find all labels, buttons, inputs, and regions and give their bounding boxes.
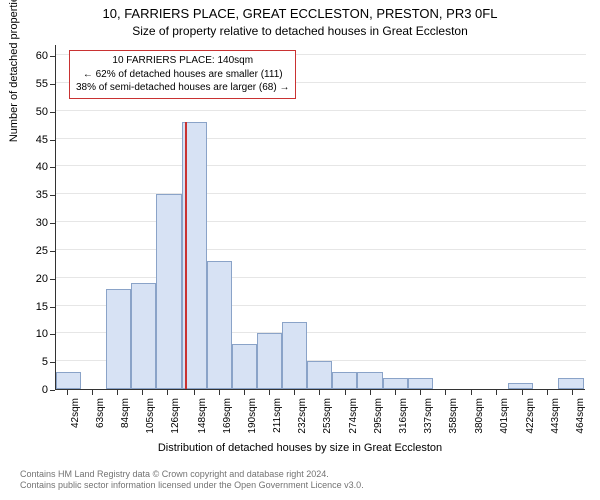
ytick-mark xyxy=(50,84,55,85)
xtick-mark xyxy=(395,390,396,395)
xtick-mark xyxy=(522,390,523,395)
xtick-label: 464sqm xyxy=(575,398,586,448)
histogram-bar xyxy=(207,261,232,389)
xtick-label: 274sqm xyxy=(348,398,359,448)
ytick-mark xyxy=(50,251,55,252)
histogram-bar xyxy=(232,344,257,389)
y-axis-label: Number of detached properties xyxy=(8,0,20,142)
xtick-mark xyxy=(117,390,118,395)
histogram-bar xyxy=(282,322,307,389)
xtick-mark xyxy=(244,390,245,395)
xtick-mark xyxy=(92,390,93,395)
ytick-mark xyxy=(50,167,55,168)
ytick-label: 25 xyxy=(8,245,48,257)
histogram-bar xyxy=(156,194,181,389)
xtick-mark xyxy=(496,390,497,395)
xtick-mark xyxy=(445,390,446,395)
xtick-label: 63sqm xyxy=(95,398,106,448)
ytick-label: 0 xyxy=(8,384,48,396)
histogram-bar xyxy=(56,372,81,389)
xtick-mark xyxy=(219,390,220,395)
ytick-label: 15 xyxy=(8,301,48,313)
footer-line-2: Contains public sector information licen… xyxy=(20,480,364,492)
ytick-label: 35 xyxy=(8,189,48,201)
annotation-line-2: ← 62% of detached houses are smaller (11… xyxy=(76,68,289,82)
ytick-mark xyxy=(50,56,55,57)
xtick-mark xyxy=(269,390,270,395)
xtick-mark xyxy=(294,390,295,395)
xtick-label: 422sqm xyxy=(525,398,536,448)
xtick-label: 295sqm xyxy=(373,398,384,448)
histogram-bar xyxy=(408,378,433,389)
ytick-label: 60 xyxy=(8,50,48,62)
footer-attribution: Contains HM Land Registry data © Crown c… xyxy=(20,469,364,492)
ytick-label: 50 xyxy=(8,106,48,118)
histogram-bar xyxy=(131,283,156,389)
ytick-label: 40 xyxy=(8,161,48,173)
xtick-label: 316sqm xyxy=(398,398,409,448)
xtick-label: 190sqm xyxy=(247,398,258,448)
histogram-bar xyxy=(383,378,408,389)
property-marker-line xyxy=(185,122,187,389)
xtick-mark xyxy=(420,390,421,395)
xtick-mark xyxy=(194,390,195,395)
chart-container: 10, FARRIERS PLACE, GREAT ECCLESTON, PRE… xyxy=(0,0,600,500)
ytick-mark xyxy=(50,362,55,363)
xtick-label: 358sqm xyxy=(448,398,459,448)
histogram-bar xyxy=(257,333,282,389)
xtick-mark xyxy=(319,390,320,395)
chart-title: 10, FARRIERS PLACE, GREAT ECCLESTON, PRE… xyxy=(0,6,600,21)
histogram-bar xyxy=(508,383,533,389)
xtick-mark xyxy=(67,390,68,395)
xtick-label: 380sqm xyxy=(474,398,485,448)
xtick-label: 169sqm xyxy=(222,398,233,448)
annotation-box: 10 FARRIERS PLACE: 140sqm← 62% of detach… xyxy=(69,50,296,99)
xtick-mark xyxy=(167,390,168,395)
ytick-label: 5 xyxy=(8,356,48,368)
xtick-label: 232sqm xyxy=(297,398,308,448)
ytick-label: 20 xyxy=(8,273,48,285)
ytick-mark xyxy=(50,195,55,196)
xtick-mark xyxy=(471,390,472,395)
chart-subtitle: Size of property relative to detached ho… xyxy=(0,24,600,38)
ytick-mark xyxy=(50,307,55,308)
ytick-label: 30 xyxy=(8,217,48,229)
xtick-label: 211sqm xyxy=(272,398,283,448)
xtick-label: 84sqm xyxy=(120,398,131,448)
xtick-mark xyxy=(345,390,346,395)
xtick-label: 105sqm xyxy=(145,398,156,448)
xtick-label: 443sqm xyxy=(550,398,561,448)
xtick-mark xyxy=(572,390,573,395)
ytick-label: 45 xyxy=(8,134,48,146)
xtick-label: 337sqm xyxy=(423,398,434,448)
ytick-mark xyxy=(50,112,55,113)
ytick-mark xyxy=(50,140,55,141)
histogram-bar xyxy=(307,361,332,389)
ytick-label: 10 xyxy=(8,328,48,340)
histogram-bar xyxy=(357,372,382,389)
plot-area: 10 FARRIERS PLACE: 140sqm← 62% of detach… xyxy=(55,45,585,390)
footer-line-1: Contains HM Land Registry data © Crown c… xyxy=(20,469,364,481)
xtick-label: 253sqm xyxy=(322,398,333,448)
xtick-mark xyxy=(547,390,548,395)
histogram-bar xyxy=(332,372,357,389)
xtick-label: 126sqm xyxy=(170,398,181,448)
ytick-mark xyxy=(50,390,55,391)
histogram-bar xyxy=(558,378,583,389)
ytick-label: 55 xyxy=(8,78,48,90)
xtick-mark xyxy=(142,390,143,395)
xtick-mark xyxy=(370,390,371,395)
histogram-bar xyxy=(106,289,131,389)
ytick-mark xyxy=(50,334,55,335)
xtick-label: 401sqm xyxy=(499,398,510,448)
xtick-label: 42sqm xyxy=(70,398,81,448)
ytick-mark xyxy=(50,223,55,224)
xtick-label: 148sqm xyxy=(197,398,208,448)
annotation-line-1: 10 FARRIERS PLACE: 140sqm xyxy=(76,54,289,68)
ytick-mark xyxy=(50,279,55,280)
annotation-line-3: 38% of semi-detached houses are larger (… xyxy=(76,81,289,95)
